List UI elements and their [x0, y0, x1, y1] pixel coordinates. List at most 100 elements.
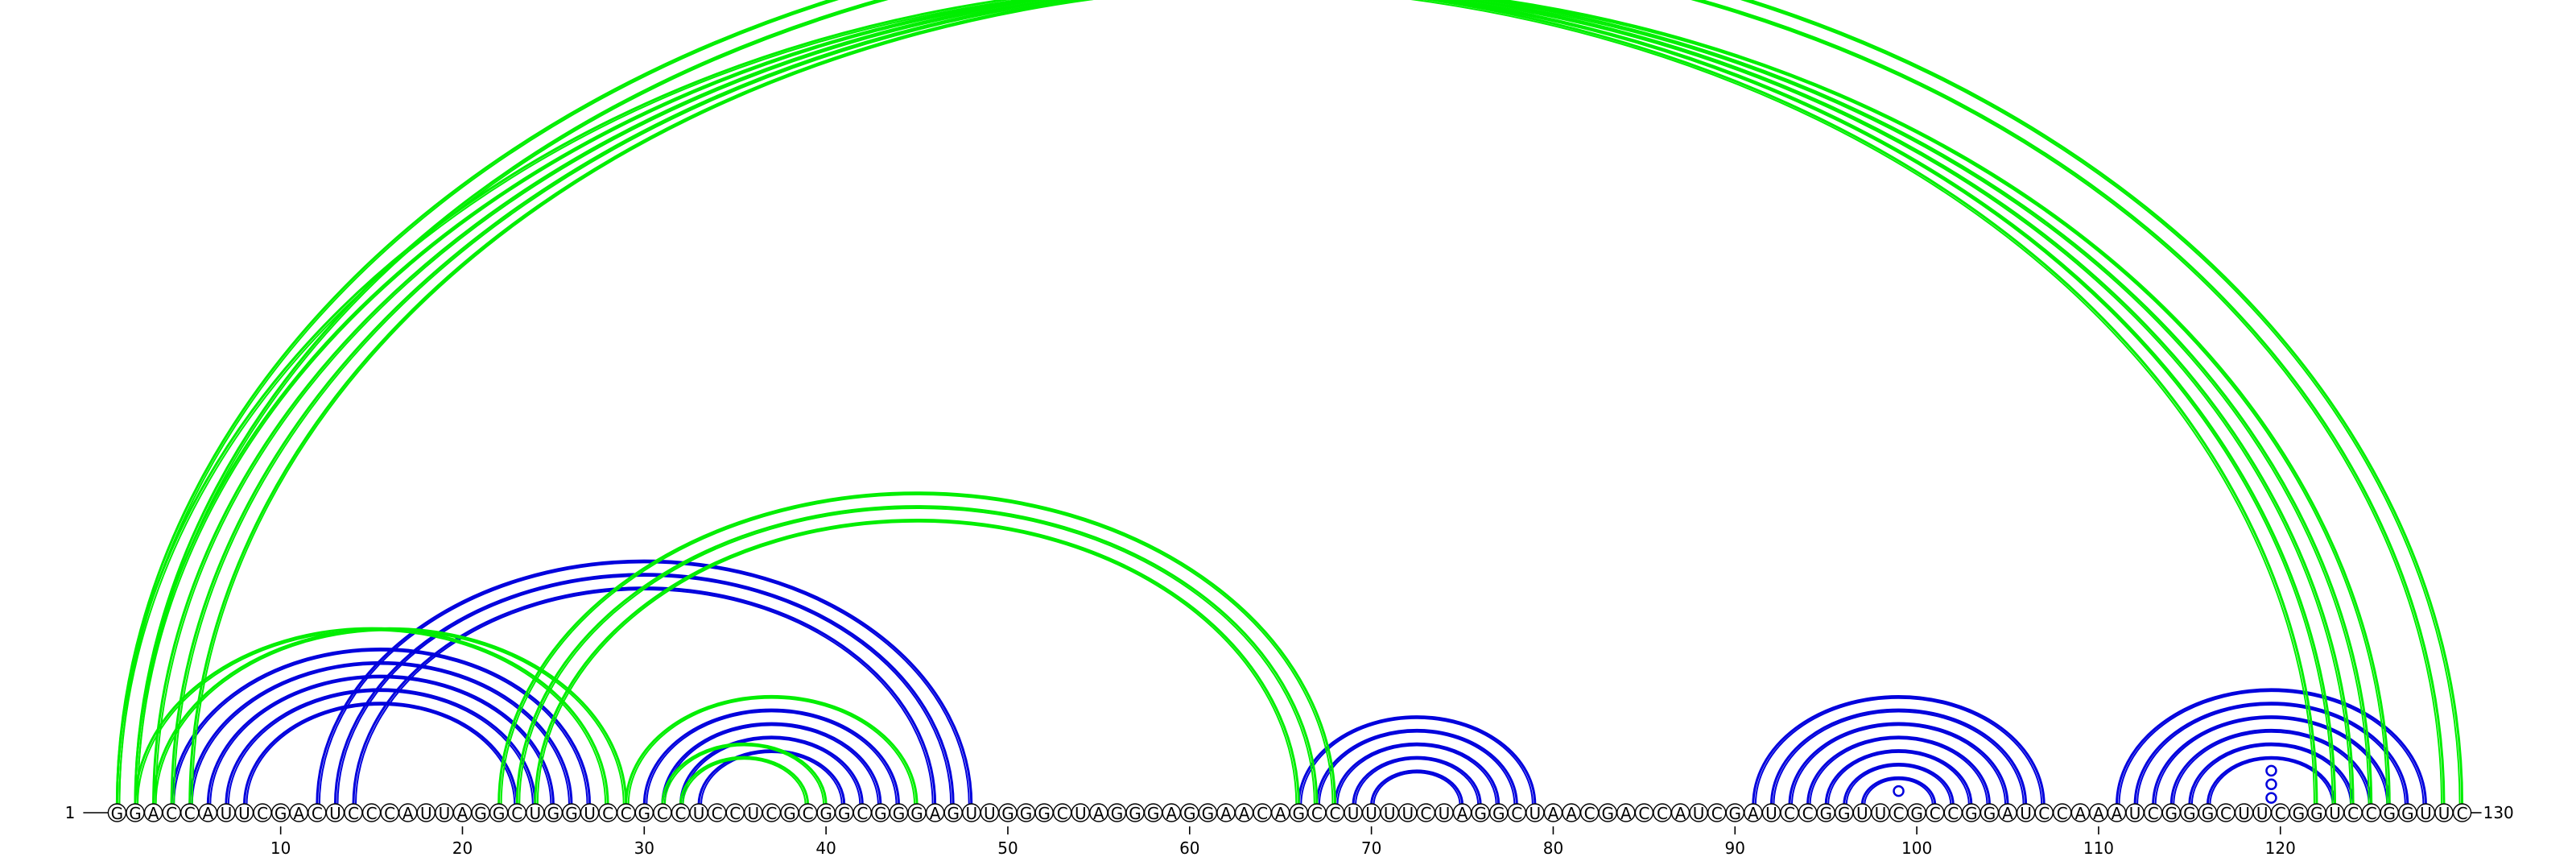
arc-inner-blue-69-76	[1355, 758, 1480, 805]
nucleotide-letter-117: C	[2220, 804, 2231, 823]
arc-blue-92-106	[1769, 709, 2028, 805]
arc-marker-2	[1893, 785, 1905, 797]
arc-green-5-126	[188, 0, 2391, 805]
nucleotide-letter-18: U	[420, 804, 432, 823]
nucleotide-letter-108: C	[2057, 804, 2068, 823]
nucleotide-26: G	[562, 803, 581, 823]
nucleotide-letter-128: U	[2420, 804, 2432, 823]
nucleotide-letter-31: C	[657, 804, 668, 823]
arcs-layer	[115, 0, 2464, 805]
nucleotide-20: A	[452, 803, 473, 823]
tick-label-10: 10	[270, 838, 291, 857]
arc-green-4-125	[170, 0, 2373, 805]
nucleotide-letter-81: A	[1566, 804, 1577, 823]
nucleotide-107: C	[2034, 803, 2054, 823]
nucleotide-91: A	[1744, 803, 1763, 823]
nucleotide-39: C	[798, 803, 818, 823]
nucleotide-letter-82: C	[1584, 804, 1596, 823]
nucleotide-letter-125: C	[2366, 804, 2377, 823]
nucleotide-96: G	[1835, 803, 1854, 823]
arc-blue-94-104	[1806, 735, 1991, 805]
arc-blue-4-27	[170, 647, 592, 805]
nucleotide-letter-51: G	[1020, 804, 1033, 823]
nucleotide-113: C	[2143, 803, 2163, 823]
arc-green-1-122	[115, 0, 2318, 805]
arc-marker-4	[2265, 778, 2277, 790]
arc-blue-7-24	[225, 688, 537, 805]
nucleotide-letter-56: G	[1111, 804, 1124, 823]
nucleotide-129: U	[2434, 803, 2454, 823]
nucleotide-54: U	[1071, 803, 1090, 823]
arc-blue-91-107	[1752, 695, 2046, 805]
nucleotide-130: C	[2452, 803, 2472, 823]
nucleotide-92: U	[1761, 803, 1781, 823]
nucleotide-letter-4: C	[166, 804, 177, 823]
nucleotide-letter-115: G	[2183, 804, 2196, 823]
nucleotide-letter-124: C	[2347, 804, 2359, 823]
arc-blue-67-78	[1315, 728, 1518, 805]
arc-green-23-67	[517, 507, 1317, 805]
nucleotide-letter-127: G	[2401, 804, 2414, 823]
nucleotide-letter-110: A	[2093, 804, 2104, 823]
nucleotide-letter-123: U	[2329, 804, 2341, 823]
arc-inner-green-2-123	[138, 0, 2333, 805]
nucleotide-letter-72: U	[1402, 804, 1414, 823]
nucleotide-28: C	[598, 803, 617, 823]
nucleotide-letter-53: C	[1057, 804, 1068, 823]
nucleotide-letter-71: U	[1384, 804, 1396, 823]
nucleotide-68: C	[1325, 803, 1345, 823]
nucleotide-108: C	[2053, 803, 2072, 823]
tick-label-110: 110	[2083, 838, 2114, 857]
arc-inner-blue-95-103	[1827, 751, 1970, 805]
nucleotide-17: A	[398, 803, 418, 823]
nucleotide-letter-43: G	[874, 804, 887, 823]
nucleotide-letter-41: G	[838, 804, 851, 823]
nucleotide-letter-121: G	[2293, 804, 2306, 823]
nucleotide-41: G	[835, 803, 854, 823]
nucleotide-letter-40: G	[819, 804, 832, 823]
nucleotide-10: G	[270, 803, 291, 823]
nucleotide-letter-5: C	[184, 804, 196, 823]
nucleotide-letter-37: C	[766, 804, 777, 823]
nucleotide-letter-10: G	[275, 804, 287, 823]
arc-inner-green-32-39	[682, 758, 807, 805]
nucleotide-letter-102: C	[1947, 804, 1959, 823]
nucleotide-123: U	[2325, 803, 2345, 823]
arc-blue-69-76	[1352, 756, 1482, 805]
arc-inner-blue-115-124	[2190, 745, 2352, 805]
nucleotide-94: C	[1798, 803, 1818, 823]
nucleotide-117: C	[2216, 803, 2235, 823]
nucleotide-letter-27: U	[584, 804, 596, 823]
nucleotide-81: A	[1562, 803, 1581, 823]
nucleotide-71: U	[1380, 803, 1399, 823]
nucleotide-letter-34: C	[712, 804, 723, 823]
nucleotide-99: C	[1889, 803, 1909, 823]
arc-inner-green-24-66	[536, 521, 1298, 805]
nucleotide-letter-80: A	[1548, 804, 1559, 823]
nucleotide-letter-75: A	[1457, 804, 1468, 823]
nucleotide-letter-120: C	[2275, 804, 2286, 823]
ticks-layer: 10 20 30 40 50 60 70 80 90 100 110 120	[270, 826, 2296, 857]
nucleotide-95: G	[1816, 803, 1835, 823]
nucleotide-55: A	[1089, 803, 1108, 823]
arc-inner-blue-114-125	[2173, 731, 2370, 805]
nucleotide-120: C	[2271, 803, 2290, 823]
nucleotide-128: U	[2416, 803, 2436, 823]
nucleotide-115: G	[2180, 803, 2199, 823]
nucleotide-letter-129: U	[2438, 804, 2450, 823]
nucleotide-letter-55: A	[1093, 804, 1104, 823]
nucleotide-letter-8: U	[238, 804, 250, 823]
arc-inner-blue-68-77	[1336, 745, 1497, 805]
nucleotide-letter-35: C	[729, 804, 741, 823]
nucleotide-letter-30: G	[638, 804, 651, 823]
nucleotide-75: A	[1452, 803, 1472, 823]
arc-inner-blue-96-102	[1845, 764, 1952, 805]
arc-blue-97-101	[1860, 776, 1937, 805]
nucleotide-126: G	[2380, 803, 2399, 823]
nucleotide-77: G	[1489, 803, 1509, 823]
arc-blue-93-105	[1788, 722, 2009, 805]
nucleotide-letter-33: U	[693, 804, 705, 823]
arc-blue-112-127	[2133, 702, 2409, 805]
arc-inner-green-4-125	[173, 0, 2370, 805]
nucleotide-32: C	[671, 803, 691, 823]
